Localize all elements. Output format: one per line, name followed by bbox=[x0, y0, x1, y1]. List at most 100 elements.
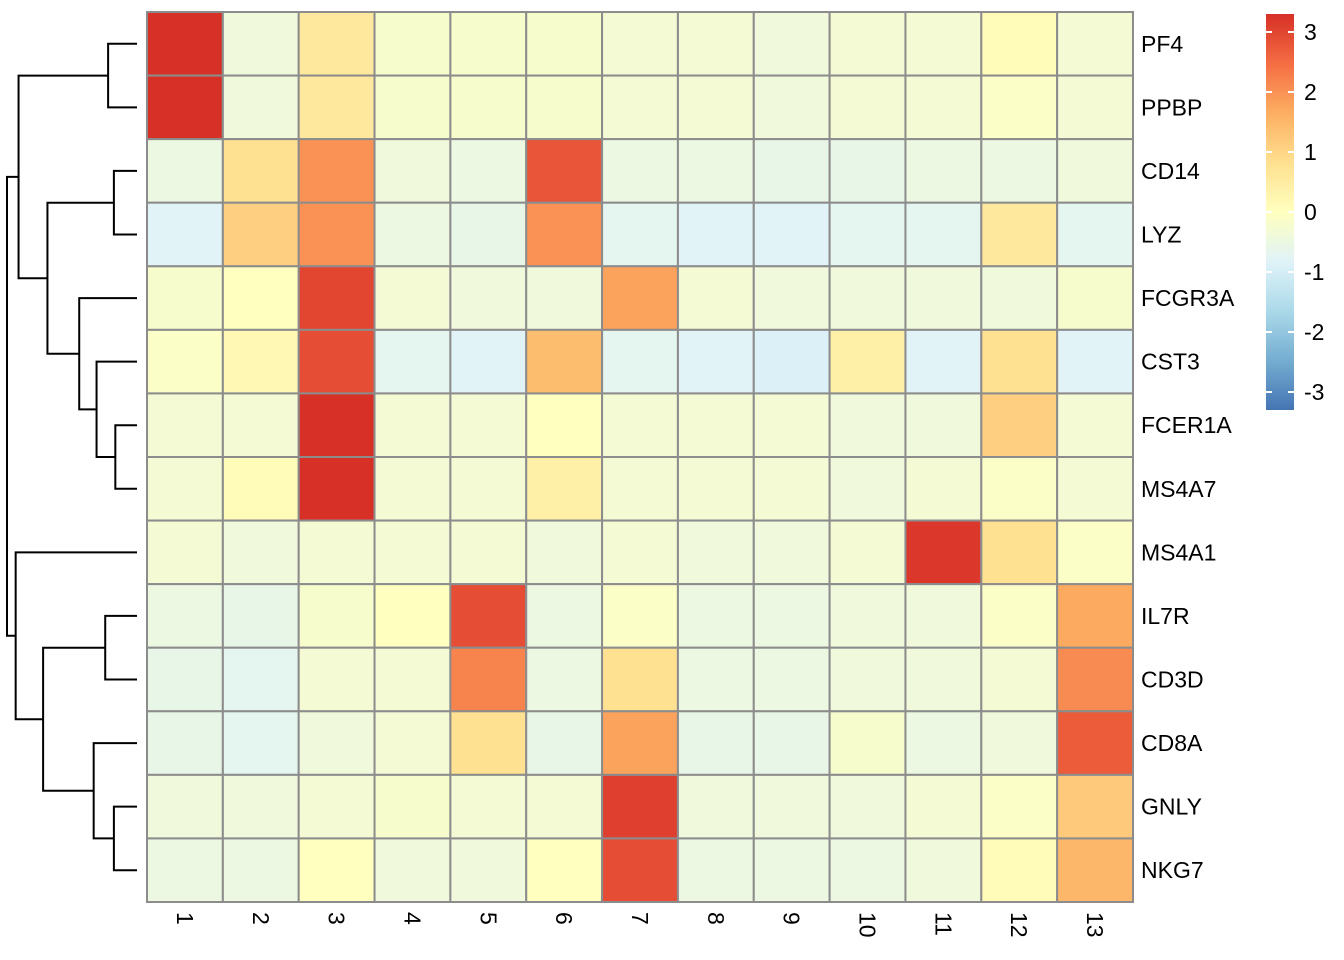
heatmap-cell-CD3D-4 bbox=[373, 646, 452, 713]
heatmap-cell-NKG7-3 bbox=[297, 837, 376, 903]
heatmap-cell-CD3D-2 bbox=[221, 646, 300, 713]
heatmap-cell-FCGR3A-10 bbox=[828, 265, 907, 331]
heatmap-cell-CD3D-13 bbox=[1056, 646, 1135, 713]
heatmap-cells bbox=[146, 11, 1135, 903]
dendrogram-branch-0 bbox=[107, 42, 137, 109]
heatmap-cell-CD14-10 bbox=[828, 138, 907, 204]
heatmap-cell-FCGR3A-5 bbox=[449, 265, 528, 331]
heatmap-cell-FCGR3A-8 bbox=[676, 265, 755, 331]
heatmap-cell-MS4A1-6 bbox=[525, 519, 604, 586]
heatmap-cell-GNLY-1 bbox=[146, 773, 224, 840]
row-dendrogram bbox=[6, 42, 137, 872]
heatmap-cell-FCGR3A-4 bbox=[373, 265, 452, 331]
heatmap-cell-MS4A7-7 bbox=[601, 456, 679, 522]
heatmap-cell-IL7R-3 bbox=[297, 583, 376, 649]
heatmap-cell-CD8A-13 bbox=[1056, 710, 1135, 776]
heatmap-cell-FCER1A-13 bbox=[1056, 392, 1135, 458]
heatmap-cell-FCER1A-9 bbox=[752, 392, 831, 458]
heatmap-cell-GNLY-8 bbox=[676, 773, 755, 840]
heatmap-cell-CD3D-7 bbox=[601, 646, 679, 713]
heatmap-cell-FCER1A-10 bbox=[828, 392, 907, 458]
heatmap-cell-MS4A7-2 bbox=[221, 456, 300, 522]
heatmap-cell-MS4A7-11 bbox=[904, 456, 983, 522]
dendrogram-branch-5 bbox=[46, 201, 114, 355]
heatmap-cell-LYZ-1 bbox=[146, 201, 224, 268]
row-label-MS4A1: MS4A1 bbox=[1141, 539, 1216, 565]
heatmap-cell-MS4A7-8 bbox=[676, 456, 755, 522]
legend-tick-label: 1 bbox=[1304, 139, 1317, 165]
heatmap-cell-CD8A-9 bbox=[752, 710, 831, 776]
dendrogram-branch-12 bbox=[6, 175, 19, 637]
heatmap-cell-CD8A-6 bbox=[525, 710, 604, 776]
heatmap-cell-MS4A1-7 bbox=[601, 519, 679, 586]
heatmap-cell-CD8A-12 bbox=[980, 710, 1059, 776]
heatmap-cell-MS4A7-6 bbox=[525, 456, 604, 522]
heatmap-cell-CST3-3 bbox=[297, 328, 376, 395]
heatmap-cell-IL7R-9 bbox=[752, 583, 831, 649]
heatmap-cell-GNLY-5 bbox=[449, 773, 528, 840]
dendrogram-branch-2 bbox=[114, 424, 137, 490]
heatmap-cell-IL7R-1 bbox=[146, 583, 224, 649]
dendrogram-branch-8 bbox=[104, 614, 137, 681]
heatmap-cell-CD8A-8 bbox=[676, 710, 755, 776]
heatmap-cell-PPBP-1 bbox=[146, 74, 224, 141]
heatmap-cell-CD3D-11 bbox=[904, 646, 983, 713]
heatmap-cell-FCER1A-6 bbox=[525, 392, 604, 458]
heatmap-cell-MS4A7-1 bbox=[146, 456, 224, 522]
heatmap-cell-CD14-1 bbox=[146, 138, 224, 204]
heatmap-cell-PPBP-6 bbox=[525, 74, 604, 141]
heatmap-cell-NKG7-5 bbox=[449, 837, 528, 903]
heatmap-cell-LYZ-12 bbox=[980, 201, 1059, 268]
heatmap-cell-CD8A-11 bbox=[904, 710, 983, 776]
heatmap-cell-PF4-5 bbox=[449, 11, 528, 77]
heatmap-cell-CD3D-12 bbox=[980, 646, 1059, 713]
row-label-FCER1A: FCER1A bbox=[1141, 412, 1232, 438]
heatmap-cell-PF4-4 bbox=[373, 11, 452, 77]
heatmap-cell-GNLY-12 bbox=[980, 773, 1059, 840]
column-label-1: 1 bbox=[172, 912, 198, 925]
heatmap-cell-NKG7-9 bbox=[752, 837, 831, 903]
row-label-PF4: PF4 bbox=[1141, 31, 1183, 57]
row-label-CD3D: CD3D bbox=[1141, 667, 1204, 693]
heatmap-cell-LYZ-4 bbox=[373, 201, 452, 268]
heatmap-cell-CD14-8 bbox=[676, 138, 755, 204]
legend-tick-label: -2 bbox=[1304, 319, 1324, 345]
heatmap-cell-MS4A1-2 bbox=[221, 519, 300, 586]
row-label-MS4A7: MS4A7 bbox=[1141, 476, 1216, 502]
heatmap-cell-LYZ-10 bbox=[828, 201, 907, 268]
heatmap-cell-MS4A1-1 bbox=[146, 519, 224, 586]
heatmap-cell-PF4-6 bbox=[525, 11, 604, 77]
heatmap-cell-FCER1A-2 bbox=[221, 392, 300, 458]
heatmap-cell-CD3D-9 bbox=[752, 646, 831, 713]
heatmap-cell-CST3-13 bbox=[1056, 328, 1135, 395]
heatmap-cell-NKG7-8 bbox=[676, 837, 755, 903]
heatmap-cell-FCER1A-7 bbox=[601, 392, 679, 458]
heatmap-cell-FCGR3A-6 bbox=[525, 265, 604, 331]
heatmap-cell-GNLY-6 bbox=[525, 773, 604, 840]
legend-tick-label: 2 bbox=[1304, 79, 1317, 105]
heatmap-cell-NKG7-2 bbox=[221, 837, 300, 903]
heatmap-cell-MS4A7-3 bbox=[297, 456, 376, 522]
heatmap-cell-FCER1A-3 bbox=[297, 392, 376, 458]
heatmap-cell-CD3D-3 bbox=[297, 646, 376, 713]
heatmap-cell-GNLY-3 bbox=[297, 773, 376, 840]
heatmap-cell-LYZ-9 bbox=[752, 201, 831, 268]
heatmap-cell-CD3D-5 bbox=[449, 646, 528, 713]
heatmap-cell-PF4-12 bbox=[980, 11, 1059, 77]
heatmap-cell-FCER1A-12 bbox=[980, 392, 1059, 458]
heatmap-cell-CD14-5 bbox=[449, 138, 528, 204]
heatmap-cell-IL7R-2 bbox=[221, 583, 300, 649]
heatmap-cell-IL7R-11 bbox=[904, 583, 983, 649]
heatmap-cell-CD8A-5 bbox=[449, 710, 528, 776]
row-label-GNLY: GNLY bbox=[1141, 794, 1202, 820]
heatmap-cell-CD3D-10 bbox=[828, 646, 907, 713]
heatmap-cell-CD8A-10 bbox=[828, 710, 907, 776]
legend-tick-label: 0 bbox=[1304, 199, 1317, 225]
column-label-7: 7 bbox=[627, 912, 653, 925]
heatmap-cell-PPBP-4 bbox=[373, 74, 452, 141]
heatmap-cell-MS4A1-8 bbox=[676, 519, 755, 586]
heatmap-cell-IL7R-5 bbox=[449, 583, 528, 649]
heatmap-cell-MS4A1-3 bbox=[297, 519, 376, 586]
heatmap-cell-CST3-10 bbox=[828, 328, 907, 395]
row-label-PPBP: PPBP bbox=[1141, 94, 1202, 120]
